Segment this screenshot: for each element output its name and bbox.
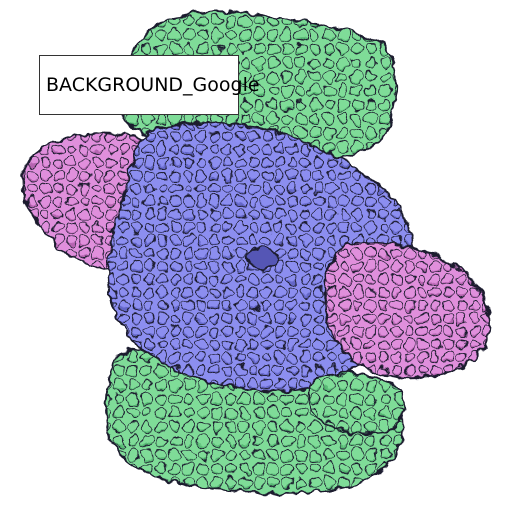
background-label-box: BACKGROUND_Google (39, 55, 260, 115)
background-label-text: BACKGROUND_Google (46, 74, 260, 96)
green-linker (306, 372, 405, 435)
pink-domain-right (323, 241, 491, 380)
